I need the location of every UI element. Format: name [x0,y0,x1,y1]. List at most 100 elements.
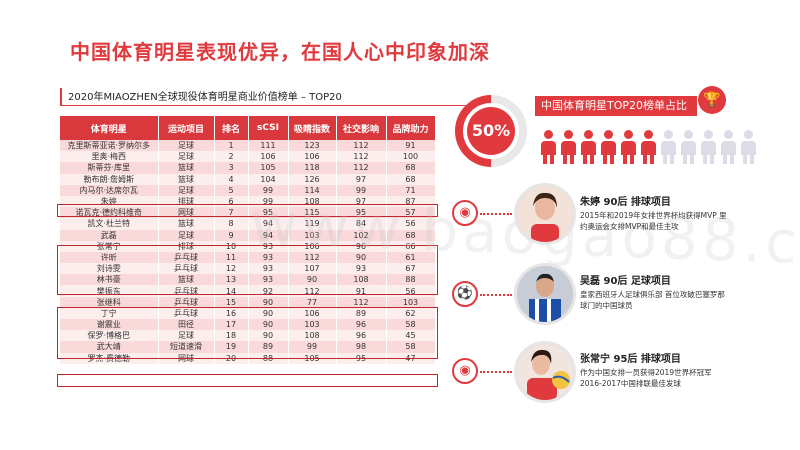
table-cell: 篮球 [158,162,215,174]
table-cell: 95 [336,207,387,219]
table-cell: 92 [248,285,289,297]
table-cell: 田径 [158,319,215,331]
person-icon [560,130,577,164]
table-cell: 68 [386,229,436,241]
table-row: 丁宁 乒乓球 16 90 106 89 62 [60,307,436,319]
column-header: 运动项目 [158,116,215,140]
table-cell: 89 [336,307,387,319]
table-header-row: 体育明星 运动项目 排名 sCSI 吸睛指数 社交影响 品牌助力 [60,116,436,140]
table-cell: 99 [248,195,289,208]
table-cell: 90 [336,251,387,264]
card-name: 张常宁 95后 排球项目 [580,354,681,365]
table-cell: 勒布朗·詹姆斯 [60,173,159,185]
table-cell: 18 [214,330,249,342]
volleyball-icon: ◉ [452,200,478,226]
table-row: 许昕 乒乓球 11 93 112 90 61 [60,251,436,264]
table-cell: 99 [288,341,337,353]
person-icon [640,130,657,164]
person-icon [580,130,597,164]
table-row: 张继科 乒乓球 15 90 77 112 103 [60,296,436,308]
person-icon [680,130,697,164]
table-cell: 104 [248,173,289,185]
card-desc: 2015年和2019年女排世界杯均获得MVP 里约奥运会女排MVP和最佳主攻 [580,211,727,231]
person-icon [700,130,717,164]
table-cell: 排球 [158,240,215,252]
column-header: sCSI [248,116,289,140]
column-header: 社交影响 [336,116,387,140]
table-cell: 58 [386,319,436,331]
table-cell: 67 [386,263,436,275]
table-cell: 114 [288,184,337,196]
table-row: 武磊 足球 9 94 103 102 68 [60,229,436,241]
table-cell: 90 [248,307,289,319]
dotted-connector [480,294,512,296]
table-cell: 93 [248,251,289,264]
table-cell: 篮球 [158,274,215,286]
table-cell: 克里斯蒂亚诺·罗纳尔多 [60,140,159,152]
table-row: 樊振东 乒乓球 14 92 112 91 56 [60,285,436,297]
table-cell: 91 [386,140,436,152]
table-cell: 樊振东 [60,285,159,297]
table-cell: 丁宁 [60,307,159,319]
table-cell: 99 [248,184,289,196]
table-cell: 6 [214,195,249,208]
table-cell: 刘诗雯 [60,263,159,275]
table-cell: 4 [214,173,249,185]
people-icon-row [540,130,757,164]
table-title: 2020年MIAOZHEN全球现役体育明星商业价值榜单 – TOP20 [60,88,468,106]
table-cell: 112 [336,140,387,152]
table-cell: 106 [248,151,289,163]
table-cell: 93 [248,240,289,252]
table-cell: 8 [214,218,249,230]
table-cell: 张继科 [60,296,159,308]
person-icon [740,130,757,164]
table-row: 谢震业 田径 17 90 103 96 58 [60,319,436,331]
table-cell: 112 [336,151,387,163]
table-row: 诺瓦克·德约科维奇 网球 7 95 115 95 57 [60,207,436,219]
table-cell: 112 [288,285,337,297]
table-cell: 12 [214,263,249,275]
table-cell: 68 [386,162,436,174]
table-cell: 88 [386,274,436,286]
table-cell: 102 [336,229,387,241]
ranking-table: 体育明星 运动项目 排名 sCSI 吸睛指数 社交影响 品牌助力 克里斯蒂亚诺·… [60,116,436,364]
table-cell: 112 [336,296,387,308]
table-cell: 19 [214,341,249,353]
table-cell: 100 [386,151,436,163]
table-cell: 98 [336,341,387,353]
table-cell: 106 [288,240,337,252]
table-cell: 106 [288,307,337,319]
table-cell: 90 [248,296,289,308]
column-header: 排名 [214,116,249,140]
table-row: 斯蒂芬·库里 篮球 3 105 118 112 68 [60,162,436,174]
table-cell: 106 [288,151,337,163]
table-cell: 里奥·梅西 [60,151,159,163]
card-name: 吴磊 90后 足球项目 [580,276,671,287]
table-cell: 62 [386,307,436,319]
table-cell: 97 [336,173,387,185]
table-cell: 97 [336,195,387,208]
table-cell: 诺瓦克·德约科维奇 [60,207,159,219]
table-cell: 足球 [158,229,215,241]
dotted-connector [480,213,512,215]
athlete-photo [514,183,576,245]
table-cell: 篮球 [158,173,215,185]
table-cell: 90 [248,319,289,331]
table-cell: 短道速滑 [158,341,215,353]
table-cell: 103 [288,319,337,331]
table-cell: 14 [214,285,249,297]
table-cell: 10 [214,240,249,252]
highlight-box [57,245,438,295]
table-cell: 108 [336,274,387,286]
ribbon-label: 中国体育明星TOP20榜单占比 [535,96,697,116]
highlight-box [57,307,438,359]
page-title: 中国体育明星表现优异，在国人心中印象加深 [70,40,490,64]
card-desc: 作为中国女排一员获得2019世界杯冠军 2016-2017中国排联最佳发球 [580,368,712,388]
table-cell: 9 [214,229,249,241]
table-cell: 84 [336,218,387,230]
table-cell: 115 [288,207,337,219]
table-cell: 保罗·博格巴 [60,330,159,342]
table-cell: 68 [386,173,436,185]
column-header: 品牌助力 [386,116,436,140]
person-icon [620,130,637,164]
